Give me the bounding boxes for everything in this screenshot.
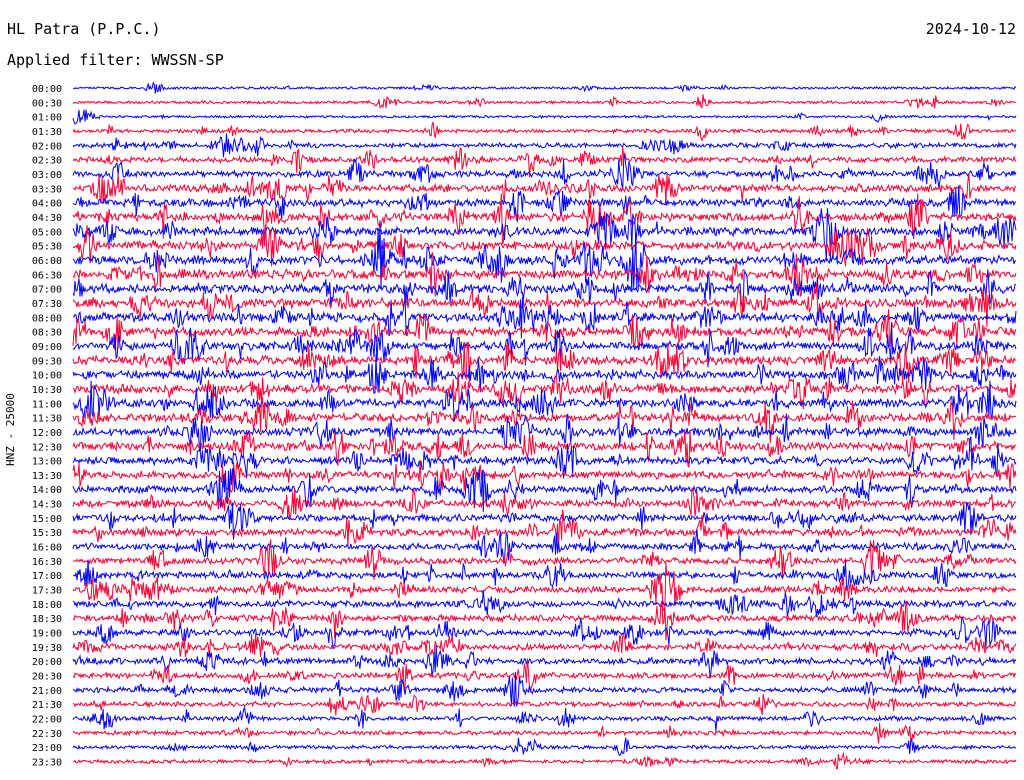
- time-label: 19:00: [32, 629, 62, 640]
- trace-line: [72, 487, 1017, 520]
- trace-line: [72, 224, 1017, 267]
- time-label: 13:30: [32, 471, 62, 482]
- time-label: 08:30: [32, 328, 62, 339]
- trace-line: [72, 81, 1017, 94]
- record-date: 2024-10-12: [925, 20, 1016, 38]
- trace-line: [72, 539, 1017, 581]
- trace-line: [72, 529, 1017, 563]
- time-label: 12:30: [32, 442, 62, 453]
- time-label: 02:30: [32, 156, 62, 167]
- trace-line: [72, 133, 1017, 158]
- time-label: 01:00: [32, 113, 62, 124]
- trace-line: [72, 645, 1017, 679]
- time-label: 16:30: [32, 557, 62, 568]
- trace-line: [72, 251, 1017, 298]
- trace-line: [72, 341, 1017, 384]
- time-label: 10:30: [32, 385, 62, 396]
- trace-line: [72, 208, 1017, 262]
- trace-line: [72, 121, 1017, 142]
- time-label: 21:30: [32, 700, 62, 711]
- time-label: 01:30: [32, 127, 62, 138]
- trace-line: [72, 146, 1017, 178]
- time-label: 00:30: [32, 98, 62, 109]
- time-label: 10:00: [32, 371, 62, 382]
- trace-line: [72, 600, 1017, 641]
- trace-line: [72, 380, 1017, 422]
- time-label: 03:00: [32, 170, 62, 181]
- time-label: 18:30: [32, 614, 62, 625]
- trace-line: [72, 658, 1017, 694]
- time-label: 15:30: [32, 528, 62, 539]
- trace-line: [72, 296, 1017, 339]
- time-label: 15:00: [32, 514, 62, 525]
- time-label: 14:30: [32, 500, 62, 511]
- trace-line: [72, 322, 1017, 368]
- time-label: 07:30: [32, 299, 62, 310]
- trace-line: [72, 705, 1017, 732]
- trace-line: [72, 109, 1017, 125]
- trace-line: [72, 751, 1017, 770]
- trace-line: [72, 185, 1017, 223]
- time-label: 09:30: [32, 356, 62, 367]
- trace-line: [72, 154, 1017, 190]
- trace-line: [72, 269, 1017, 312]
- time-label: 02:00: [32, 141, 62, 152]
- trace-line: [72, 723, 1017, 744]
- station-title: HL Patra (P.P.C.): [7, 20, 161, 38]
- trace-line: [72, 467, 1017, 513]
- time-label: 04:30: [32, 213, 62, 224]
- trace-line: [72, 509, 1017, 550]
- time-label: 19:30: [32, 643, 62, 654]
- trace-line: [72, 220, 1017, 293]
- time-label: 17:00: [32, 571, 62, 582]
- time-label: 11:00: [32, 399, 62, 410]
- time-label: 21:00: [32, 686, 62, 697]
- time-label: 05:30: [32, 242, 62, 253]
- time-label: 18:00: [32, 600, 62, 611]
- time-label: 23:00: [32, 743, 62, 754]
- time-label: 06:00: [32, 256, 62, 267]
- trace-line: [72, 633, 1017, 660]
- trace-line: [72, 193, 1017, 245]
- time-label: 17:30: [32, 586, 62, 597]
- trace-line: [72, 94, 1017, 109]
- trace-line: [72, 372, 1017, 410]
- trace-line: [72, 309, 1017, 351]
- time-label: 16:00: [32, 543, 62, 554]
- time-label: 08:00: [32, 313, 62, 324]
- time-label: 22:30: [32, 729, 62, 740]
- trace-line: [72, 501, 1017, 540]
- time-label: 09:00: [32, 342, 62, 353]
- trace-line: [72, 562, 1017, 612]
- trace-line: [72, 616, 1017, 650]
- time-label: 06:30: [32, 270, 62, 281]
- time-label: 00:00: [32, 84, 62, 95]
- time-label: 11:30: [32, 414, 62, 425]
- time-label: 04:00: [32, 199, 62, 210]
- trace-line: [72, 173, 1017, 206]
- time-label: 03:30: [32, 184, 62, 195]
- time-label: 20:30: [32, 672, 62, 683]
- time-label: 13:00: [32, 457, 62, 468]
- trace-line: [72, 737, 1017, 757]
- time-label: 05:00: [32, 227, 62, 238]
- trace-line: [72, 590, 1017, 618]
- trace-line: [72, 394, 1017, 443]
- time-label: 22:00: [32, 715, 62, 726]
- trace-line: [72, 671, 1017, 708]
- trace-line: [72, 283, 1017, 328]
- time-label: 20:00: [32, 657, 62, 668]
- time-label: 07:00: [32, 285, 62, 296]
- trace-line: [72, 354, 1017, 395]
- filter-label: Applied filter: WWSSN-SP: [7, 51, 224, 69]
- trace-line: [72, 413, 1017, 452]
- trace-line: [72, 436, 1017, 479]
- trace-line: [72, 559, 1017, 591]
- time-label: 14:00: [32, 485, 62, 496]
- trace-line: [72, 693, 1017, 716]
- time-label: 12:00: [32, 428, 62, 439]
- trace-line: [72, 429, 1017, 468]
- time-label: 23:30: [32, 758, 62, 769]
